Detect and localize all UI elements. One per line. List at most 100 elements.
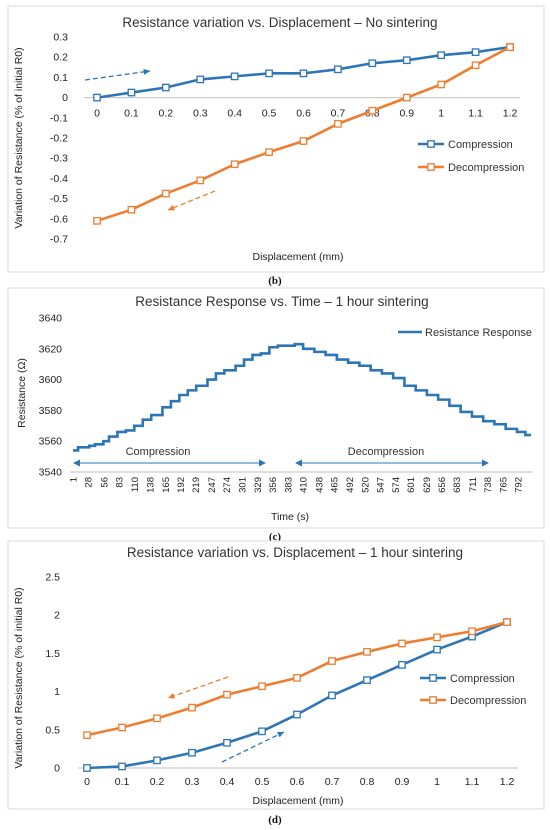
chart-d-xtick-label: 0.4 — [220, 776, 235, 788]
chart-b-point — [299, 137, 308, 145]
chart-b-point — [196, 75, 205, 84]
chart-c-xtick-label: 192 — [176, 477, 187, 493]
chart-b-point — [93, 216, 101, 225]
chart-d-point — [398, 661, 406, 669]
chart-b-ytick-label: -0.6 — [50, 213, 68, 225]
chart-d-point — [223, 690, 231, 699]
chart-b-xtick-label: 0.7 — [331, 108, 346, 120]
chart-b-arrow-compression-head — [143, 68, 150, 75]
chart-c-frame — [7, 287, 545, 529]
chart-d-xtick-label: 1 — [434, 776, 440, 788]
chart-b-point — [471, 48, 480, 57]
chart-d-point — [503, 618, 511, 626]
chart-d-ytick-label: 0.5 — [45, 724, 60, 736]
caption-b: (b) — [268, 275, 282, 287]
chart-d-xtick-label: 0.3 — [185, 776, 200, 788]
chart-c-xlabel: Time (s) — [271, 511, 309, 523]
chart-c-xtick-label: 110 — [130, 477, 141, 492]
chart-b-xtick-label: 0.9 — [399, 108, 414, 120]
chart-c-legend-label: Resistance Response — [425, 327, 532, 339]
chart-d-point — [83, 764, 91, 772]
chart-b-ytick-label: 0.2 — [53, 52, 68, 64]
chart-c-xtick-label: 683 — [452, 477, 463, 493]
chart-d-ytick-label: 1 — [54, 686, 60, 698]
chart-c-xtick-label: 629 — [422, 477, 433, 493]
chart-b-ytick-label: -0.4 — [50, 173, 68, 185]
chart-d-legend-marker — [429, 696, 437, 704]
chart-b-point — [368, 59, 377, 68]
chart-d-point — [258, 727, 266, 736]
chart-c-ytick-label: 3580 — [39, 405, 63, 417]
chart-b-ytick-label: 0.1 — [53, 72, 68, 84]
chart-d-point — [363, 676, 371, 684]
chart-d-frame — [7, 540, 545, 810]
chart-panel-b: Resistance variation vs. Displacement – … — [0, 0, 550, 278]
chart-c-compression-arrow-left-head — [73, 459, 80, 467]
chart-c-xtick-label: 247 — [207, 477, 218, 493]
chart-panel-d: Resistance variation vs. Displacement – … — [0, 540, 550, 830]
chart-d-ytick-label: 2.5 — [45, 572, 60, 584]
chart-d-point — [188, 748, 196, 757]
chart-b-legend-label: Decompression — [448, 162, 524, 174]
chart-b-legend-marker — [427, 163, 435, 171]
chart-c-xtick-label: 711 — [468, 477, 479, 492]
chart-b-xtick-label: 1 — [438, 108, 444, 120]
caption-c: (c) — [268, 531, 282, 543]
chart-b-point — [265, 148, 273, 156]
chart-d-arrow-compression-head — [277, 732, 284, 738]
chart-b-point — [506, 43, 514, 51]
chart-c-xtick-label: 28 — [84, 477, 95, 488]
chart-c-ytick-label: 3640 — [39, 313, 63, 325]
chart-c-xtick-label: 383 — [283, 477, 294, 493]
chart-b-point — [230, 160, 239, 169]
chart-d-point — [328, 657, 336, 665]
chart-d-xtick-label: 0.5 — [255, 776, 270, 788]
chart-b-xtick-label: 0.4 — [227, 108, 242, 120]
chart-b-ytick-label: -0.5 — [50, 193, 68, 205]
chart-b-svg: Resistance variation vs. Displacement – … — [7, 5, 545, 273]
chart-b-ytick-label: -0.1 — [50, 112, 68, 124]
chart-d-xtick-label: 1.2 — [500, 776, 515, 788]
chart-c-xtick-label: 520 — [361, 477, 372, 493]
chart-b-arrow-compression-shaft — [84, 70, 151, 81]
chart-d-point — [223, 738, 231, 747]
chart-c-annotation-decompression: Decompression — [348, 446, 424, 458]
chart-d-point — [293, 710, 301, 719]
chart-c-xtick-label: 301 — [237, 477, 248, 493]
chart-b-point — [127, 88, 136, 97]
chart-b-point — [368, 106, 377, 115]
chart-c-xtick-label: 329 — [253, 477, 264, 493]
chart-d-point — [363, 648, 371, 656]
chart-c-svg: Resistance Response vs. Time – 1 hour si… — [7, 287, 545, 529]
chart-b-point — [437, 80, 446, 89]
chart-b-ytick-label: -0.2 — [50, 133, 68, 145]
chart-c-xtick-label: 465 — [330, 477, 341, 493]
chart-b-point — [299, 69, 308, 78]
chart-c-decompression-arrow-right-head — [482, 459, 489, 467]
chart-c-title: Resistance Response vs. Time – 1 hour si… — [135, 294, 428, 309]
chart-d-legend-marker — [429, 674, 437, 682]
chart-b-ytick-label: -0.7 — [50, 234, 68, 246]
chart-d-xtick-label: 1.1 — [465, 776, 480, 788]
chart-b-ytick-label: 0 — [62, 92, 68, 104]
chart-c-compression-arrow-right-head — [259, 459, 266, 467]
chart-c-xtick-label: 56 — [99, 477, 110, 488]
chart-c-xtick-label: 356 — [268, 477, 279, 493]
chart-b-xtick-label: 0 — [94, 108, 100, 120]
chart-d-xtick-label: 0.1 — [115, 776, 130, 788]
chart-c-xtick-label: 410 — [299, 477, 310, 493]
chart-c-ylabel: Resistance (Ω) — [16, 358, 28, 428]
chart-d-point — [83, 731, 91, 739]
chart-panel-c: Resistance Response vs. Time – 1 hour si… — [0, 287, 550, 531]
chart-d-legend-label: Compression — [450, 673, 515, 685]
chart-b-point — [471, 61, 480, 70]
chart-d-svg: Resistance variation vs. Displacement – … — [7, 540, 545, 810]
chart-b-point — [93, 93, 101, 102]
chart-d-point — [153, 756, 161, 765]
chart-b-legend-marker — [427, 140, 435, 148]
chart-c-series-resistance-line — [73, 342, 531, 452]
chart-d-title: Resistance variation vs. Displacement – … — [127, 545, 463, 560]
chart-c-ytick-label: 3540 — [39, 467, 63, 479]
chart-b-xtick-label: 0.1 — [124, 108, 139, 120]
chart-d-point — [433, 645, 441, 654]
